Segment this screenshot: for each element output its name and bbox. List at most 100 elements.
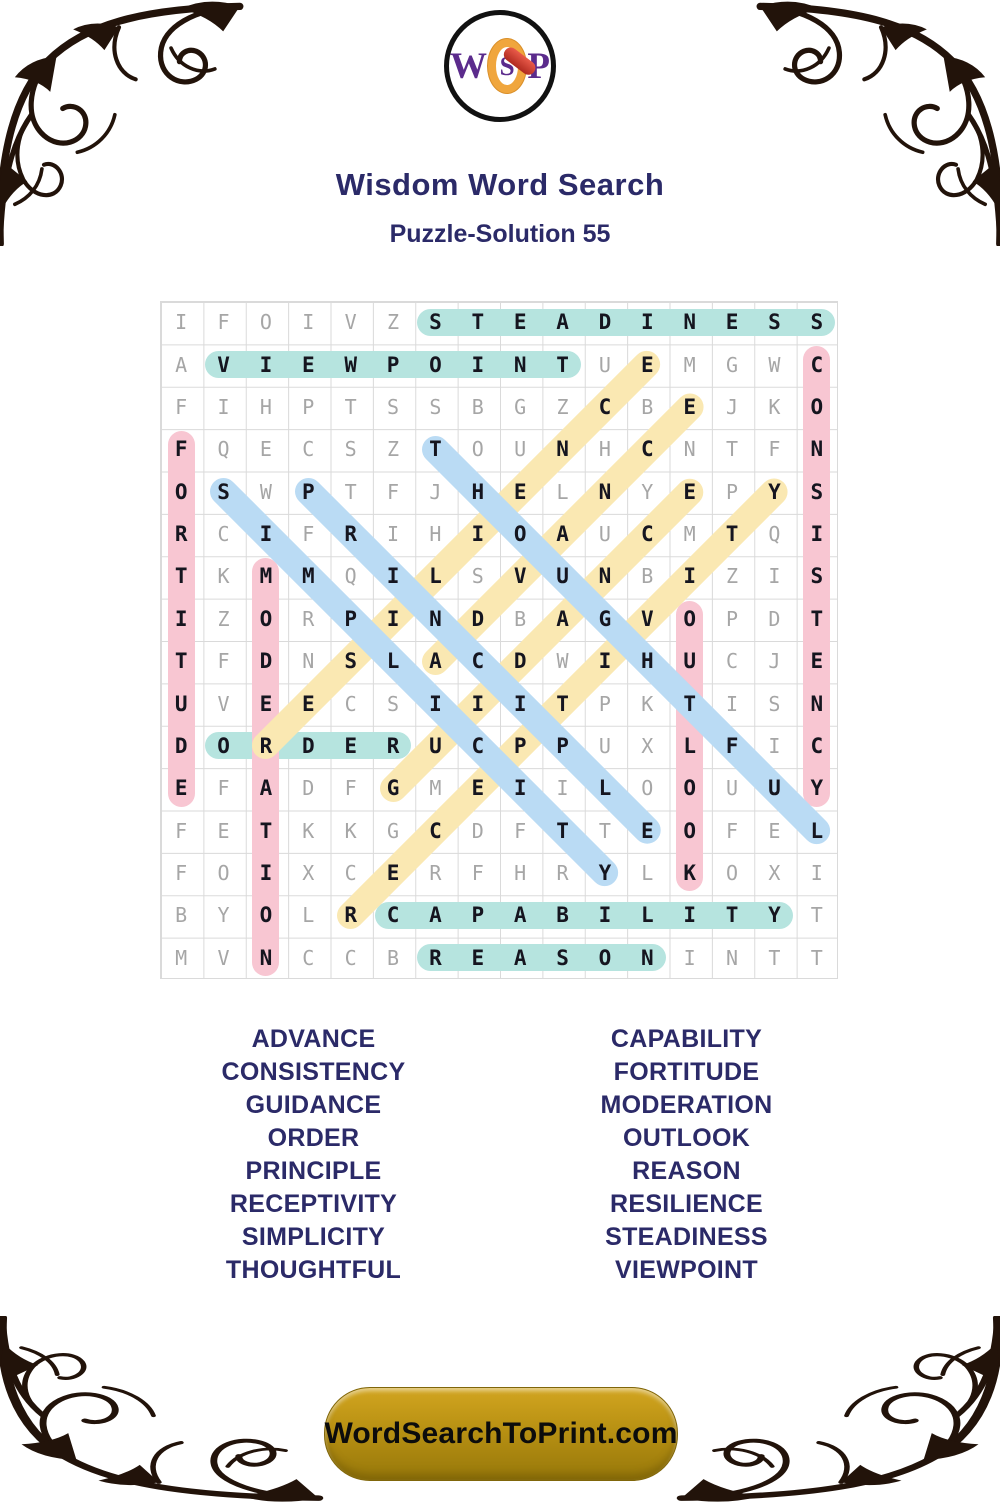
grid-cell: F [217, 310, 230, 335]
grid-cell: D [259, 649, 273, 674]
grid-cell: C [344, 861, 357, 886]
grid-cell: M [259, 564, 273, 589]
grid-cell: L [556, 479, 569, 504]
grid-cell: R [386, 733, 400, 758]
grid-cell: Y [768, 903, 781, 928]
grid-cell: I [683, 945, 696, 970]
grid-cell: M [429, 776, 442, 801]
logo-letter-w: W [450, 45, 487, 87]
grid-cell: L [429, 564, 442, 589]
grid-cell: F [217, 649, 230, 674]
grid-cell: F [302, 522, 315, 547]
grid-cell: N [726, 945, 739, 970]
grid-cell: P [301, 479, 315, 504]
grid-cell: C [640, 522, 654, 547]
grid-cell: E [513, 310, 527, 335]
grid-cell: W [259, 479, 272, 504]
grid-cell: C [810, 733, 824, 758]
grid-cell: U [514, 437, 527, 462]
grid-cell: S [429, 394, 442, 419]
grid-cell: D [598, 310, 612, 335]
grid-cell: C [471, 733, 485, 758]
grid-cell: N [683, 310, 697, 335]
grid-cell: W [344, 352, 358, 377]
grid-cell: C [429, 818, 442, 843]
grid-cell: I [259, 522, 273, 547]
grid-cell: I [429, 691, 442, 716]
grid-cell: R [302, 606, 315, 631]
grid-cell: U [598, 352, 611, 377]
grid-cell: M [175, 945, 188, 970]
grid-cell: T [683, 691, 697, 716]
grid-cell: L [641, 861, 654, 886]
grid-cell: R [344, 903, 358, 928]
grid-cell: C [640, 437, 654, 462]
grid-cell: N [259, 945, 273, 970]
grid-cell: I [726, 691, 739, 716]
website-button[interactable]: WordSearchToPrint.com [324, 1387, 678, 1481]
grid-cell: D [174, 733, 188, 758]
grid-cell: Y [217, 903, 230, 928]
grid-cell: E [683, 394, 697, 419]
grid-cell: W [768, 352, 781, 377]
grid-cell: U [598, 733, 611, 758]
grid-cell: S [471, 564, 484, 589]
grid-cell: R [259, 733, 273, 758]
grid-cell: L [810, 818, 824, 843]
grid-cell: X [641, 733, 654, 758]
grid-cell: P [344, 606, 358, 631]
solution-highlights [160, 301, 838, 979]
grid-cell: Z [387, 437, 400, 462]
grid-cell: F [175, 818, 188, 843]
grid-cell: S [429, 310, 442, 335]
highlight-fortitude [167, 431, 195, 807]
grid-cell: H [598, 437, 611, 462]
grid-cell: S [810, 479, 824, 504]
grid-cell: O [259, 310, 272, 335]
grid-cell: L [598, 776, 612, 801]
grid-cell: T [259, 818, 273, 843]
grid-cell: V [217, 691, 230, 716]
highlight-order [205, 732, 412, 760]
highlight-outlook [676, 600, 704, 892]
grid-cell: G [387, 818, 400, 843]
grid-cell: D [471, 606, 485, 631]
grid-cell: H [471, 479, 485, 504]
grid-cell: O [259, 903, 273, 928]
word-list: ADVANCE CONSISTENCY GUIDANCE ORDER PRINCIPLE… [127, 1023, 873, 1287]
grid-cell: B [471, 394, 484, 419]
grid-cell: I [513, 776, 527, 801]
grid-cell: H [429, 522, 442, 547]
grid-cell: N [513, 352, 527, 377]
grid-cell: J [768, 649, 781, 674]
grid-cell: T [556, 818, 569, 843]
grid-cell: M [683, 352, 696, 377]
grid-cell: C [217, 522, 230, 547]
grid-cell: F [217, 776, 230, 801]
grid-cell: F [344, 776, 357, 801]
grid-cell: P [513, 733, 527, 758]
grid-cell: Z [556, 394, 569, 419]
grid-cell: I [259, 352, 273, 377]
grid-cell: L [640, 903, 654, 928]
grid-cell: I [683, 564, 697, 589]
grid-cell: S [344, 649, 358, 674]
grid-cell: G [598, 606, 612, 631]
grid-cell: A [556, 522, 569, 547]
grid-cell: B [556, 903, 569, 928]
grid-cell: T [726, 437, 739, 462]
grid-cell: E [301, 352, 315, 377]
grid-cell: K [683, 861, 697, 886]
grid-cell: T [174, 649, 188, 674]
grid-cell: E [513, 479, 527, 504]
grid-cell: N [598, 564, 612, 589]
grid-cell: E [344, 733, 358, 758]
grid-cell: A [175, 352, 188, 377]
grid-cell: E [301, 691, 315, 716]
grid-cell: R [174, 522, 188, 547]
grid-cell: S [810, 564, 824, 589]
